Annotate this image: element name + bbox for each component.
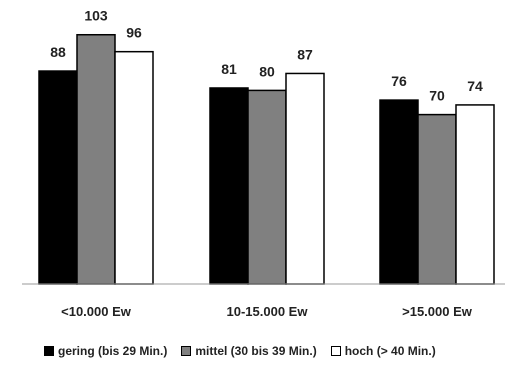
legend-label-2: hoch (> 40 Min.): [344, 344, 436, 358]
bar-2-1: [417, 113, 457, 285]
bar-0-1: [76, 33, 116, 285]
value-label-2-2: 74: [467, 78, 483, 94]
category-label-1: 10-15.000 Ew: [227, 304, 309, 319]
value-label-2-0: 76: [391, 73, 407, 89]
bar-1-2: [285, 72, 325, 285]
value-label-2-1: 70: [429, 88, 445, 104]
legend-swatch-0: [44, 346, 54, 356]
bar-1-0: [209, 87, 249, 285]
bar-2-2: [455, 104, 495, 285]
legend-label-0: gering (bis 29 Min.): [58, 344, 168, 358]
category-label-0: <10.000 Ew: [61, 304, 132, 319]
value-label-0-0: 88: [50, 44, 66, 60]
bar-2-0: [379, 99, 419, 285]
legend-label-1: mittel (30 bis 39 Min.): [195, 344, 317, 358]
legend-swatch-2: [330, 346, 341, 356]
legend-item-2: hoch (> 40 Min.): [330, 344, 436, 358]
value-label-1-0: 81: [221, 61, 237, 77]
bar-0-0: [38, 70, 78, 285]
legend-swatch-1: [181, 346, 192, 356]
category-labels-group: <10.000 Ew 10-15.000 Ew >15.000 Ew: [61, 304, 473, 319]
bar-0-2: [114, 50, 154, 285]
legend-item-0: gering (bis 29 Min.): [44, 344, 167, 358]
value-label-1-2: 87: [297, 46, 313, 62]
bars-group: [38, 33, 495, 285]
value-label-0-2: 96: [126, 25, 142, 41]
value-labels-group: 88 103 96 81 80 87 76 70 74: [50, 8, 483, 104]
legend-item-1: mittel (30 bis 39 Min.): [181, 344, 317, 358]
value-label-0-1: 103: [84, 8, 108, 24]
category-label-2: >15.000 Ew: [402, 304, 473, 319]
legend: gering (bis 29 Min.) mittel (30 bis 39 Mi…: [44, 344, 450, 358]
bar-1-1: [247, 89, 287, 285]
value-label-1-1: 80: [259, 63, 275, 79]
